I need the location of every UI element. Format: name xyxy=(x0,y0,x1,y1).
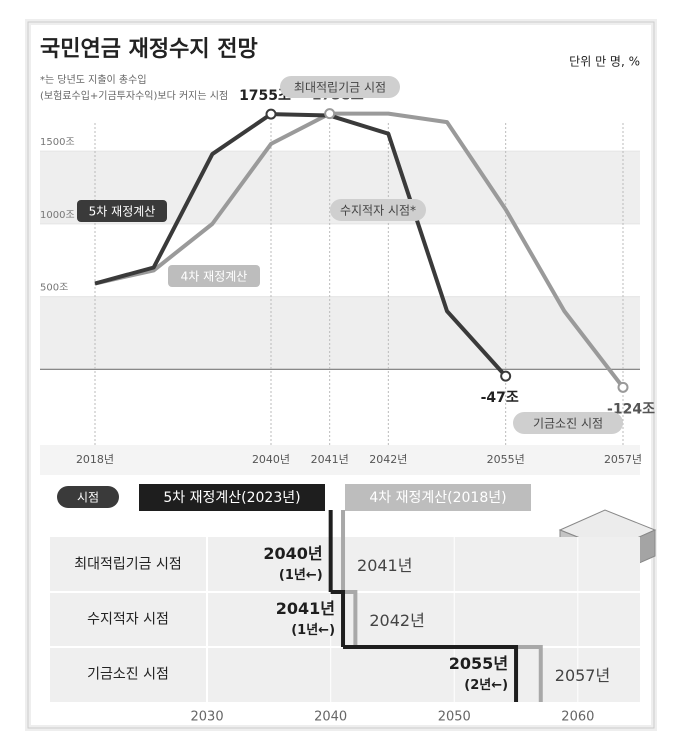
section-title-box xyxy=(57,486,119,508)
value-note: (1년←) xyxy=(291,623,335,638)
value-note: (2년←) xyxy=(464,678,508,693)
point-marker xyxy=(500,370,512,382)
value-label: 2040년 xyxy=(263,544,322,563)
y-tick-label: 1000조 xyxy=(40,210,75,221)
row-label: 최대적립기금 시점 xyxy=(74,557,182,573)
x-axis-band xyxy=(40,445,640,475)
value-label: 2055년 xyxy=(449,654,508,673)
x-tick-label: 2060 xyxy=(561,710,594,725)
value-label: 2057년 xyxy=(555,666,610,685)
x-tick-label: 2050 xyxy=(438,710,471,725)
x-tick-label: 2057년 xyxy=(604,453,642,466)
value-label: 2041년 xyxy=(357,556,412,575)
legend-label-box xyxy=(77,200,167,222)
value-label: 2041년 xyxy=(276,599,335,618)
series-line xyxy=(94,112,508,378)
series-line xyxy=(94,111,625,389)
value-label: 2042년 xyxy=(369,611,424,630)
row-label: 기금소진 시점 xyxy=(87,667,169,683)
annotation: 최대적립기금 시점 xyxy=(294,81,386,95)
value-note: (1년←) xyxy=(279,568,323,583)
annotation: 수지적자 시점* xyxy=(340,204,416,218)
x-tick-label: 2055년 xyxy=(487,453,525,466)
legend-label: 5차 재정계산 xyxy=(89,205,156,219)
series-header: 4차 재정계산(2018년) xyxy=(369,490,506,506)
unit: 단위 만 명, % xyxy=(569,55,640,69)
note: *는 당년도 지출이 총수입 xyxy=(40,73,147,86)
value-label: -124조 xyxy=(607,401,655,417)
annotation-box xyxy=(280,76,400,98)
annotation: 기금소진 시점 xyxy=(533,417,603,431)
annotation-box xyxy=(513,412,623,434)
series-header: 5차 재정계산(2023년) xyxy=(163,490,300,506)
point-marker xyxy=(617,381,629,393)
legend-label-box xyxy=(168,265,260,287)
point-marker xyxy=(324,108,336,120)
x-tick-label: 2018년 xyxy=(76,453,114,466)
annotation-box xyxy=(330,199,426,221)
series-header-box xyxy=(139,484,325,511)
frame-shadow xyxy=(25,19,657,731)
x-tick-label: 2042년 xyxy=(369,453,407,466)
title: 국민연금 재정수지 전망 xyxy=(40,37,258,62)
series-header-box xyxy=(345,484,531,511)
value-label: -47조 xyxy=(481,390,519,406)
point-marker xyxy=(265,108,277,120)
x-tick-label: 2030 xyxy=(191,710,224,725)
note: (보험료수입+기금투자수익)보다 커지는 시점 xyxy=(40,89,228,102)
y-tick-label: 500조 xyxy=(40,283,68,294)
section-title: 시점 xyxy=(77,491,99,505)
x-tick-label: 2040 xyxy=(314,710,347,725)
legend-label: 4차 재정계산 xyxy=(181,270,248,284)
x-tick-label: 2040년 xyxy=(252,453,290,466)
x-tick-label: 2041년 xyxy=(311,453,349,466)
value-label: 1755조 xyxy=(239,88,291,104)
y-tick-label: 1500조 xyxy=(40,137,75,148)
band xyxy=(40,296,640,370)
row-label: 수지적자 시점 xyxy=(87,612,169,628)
